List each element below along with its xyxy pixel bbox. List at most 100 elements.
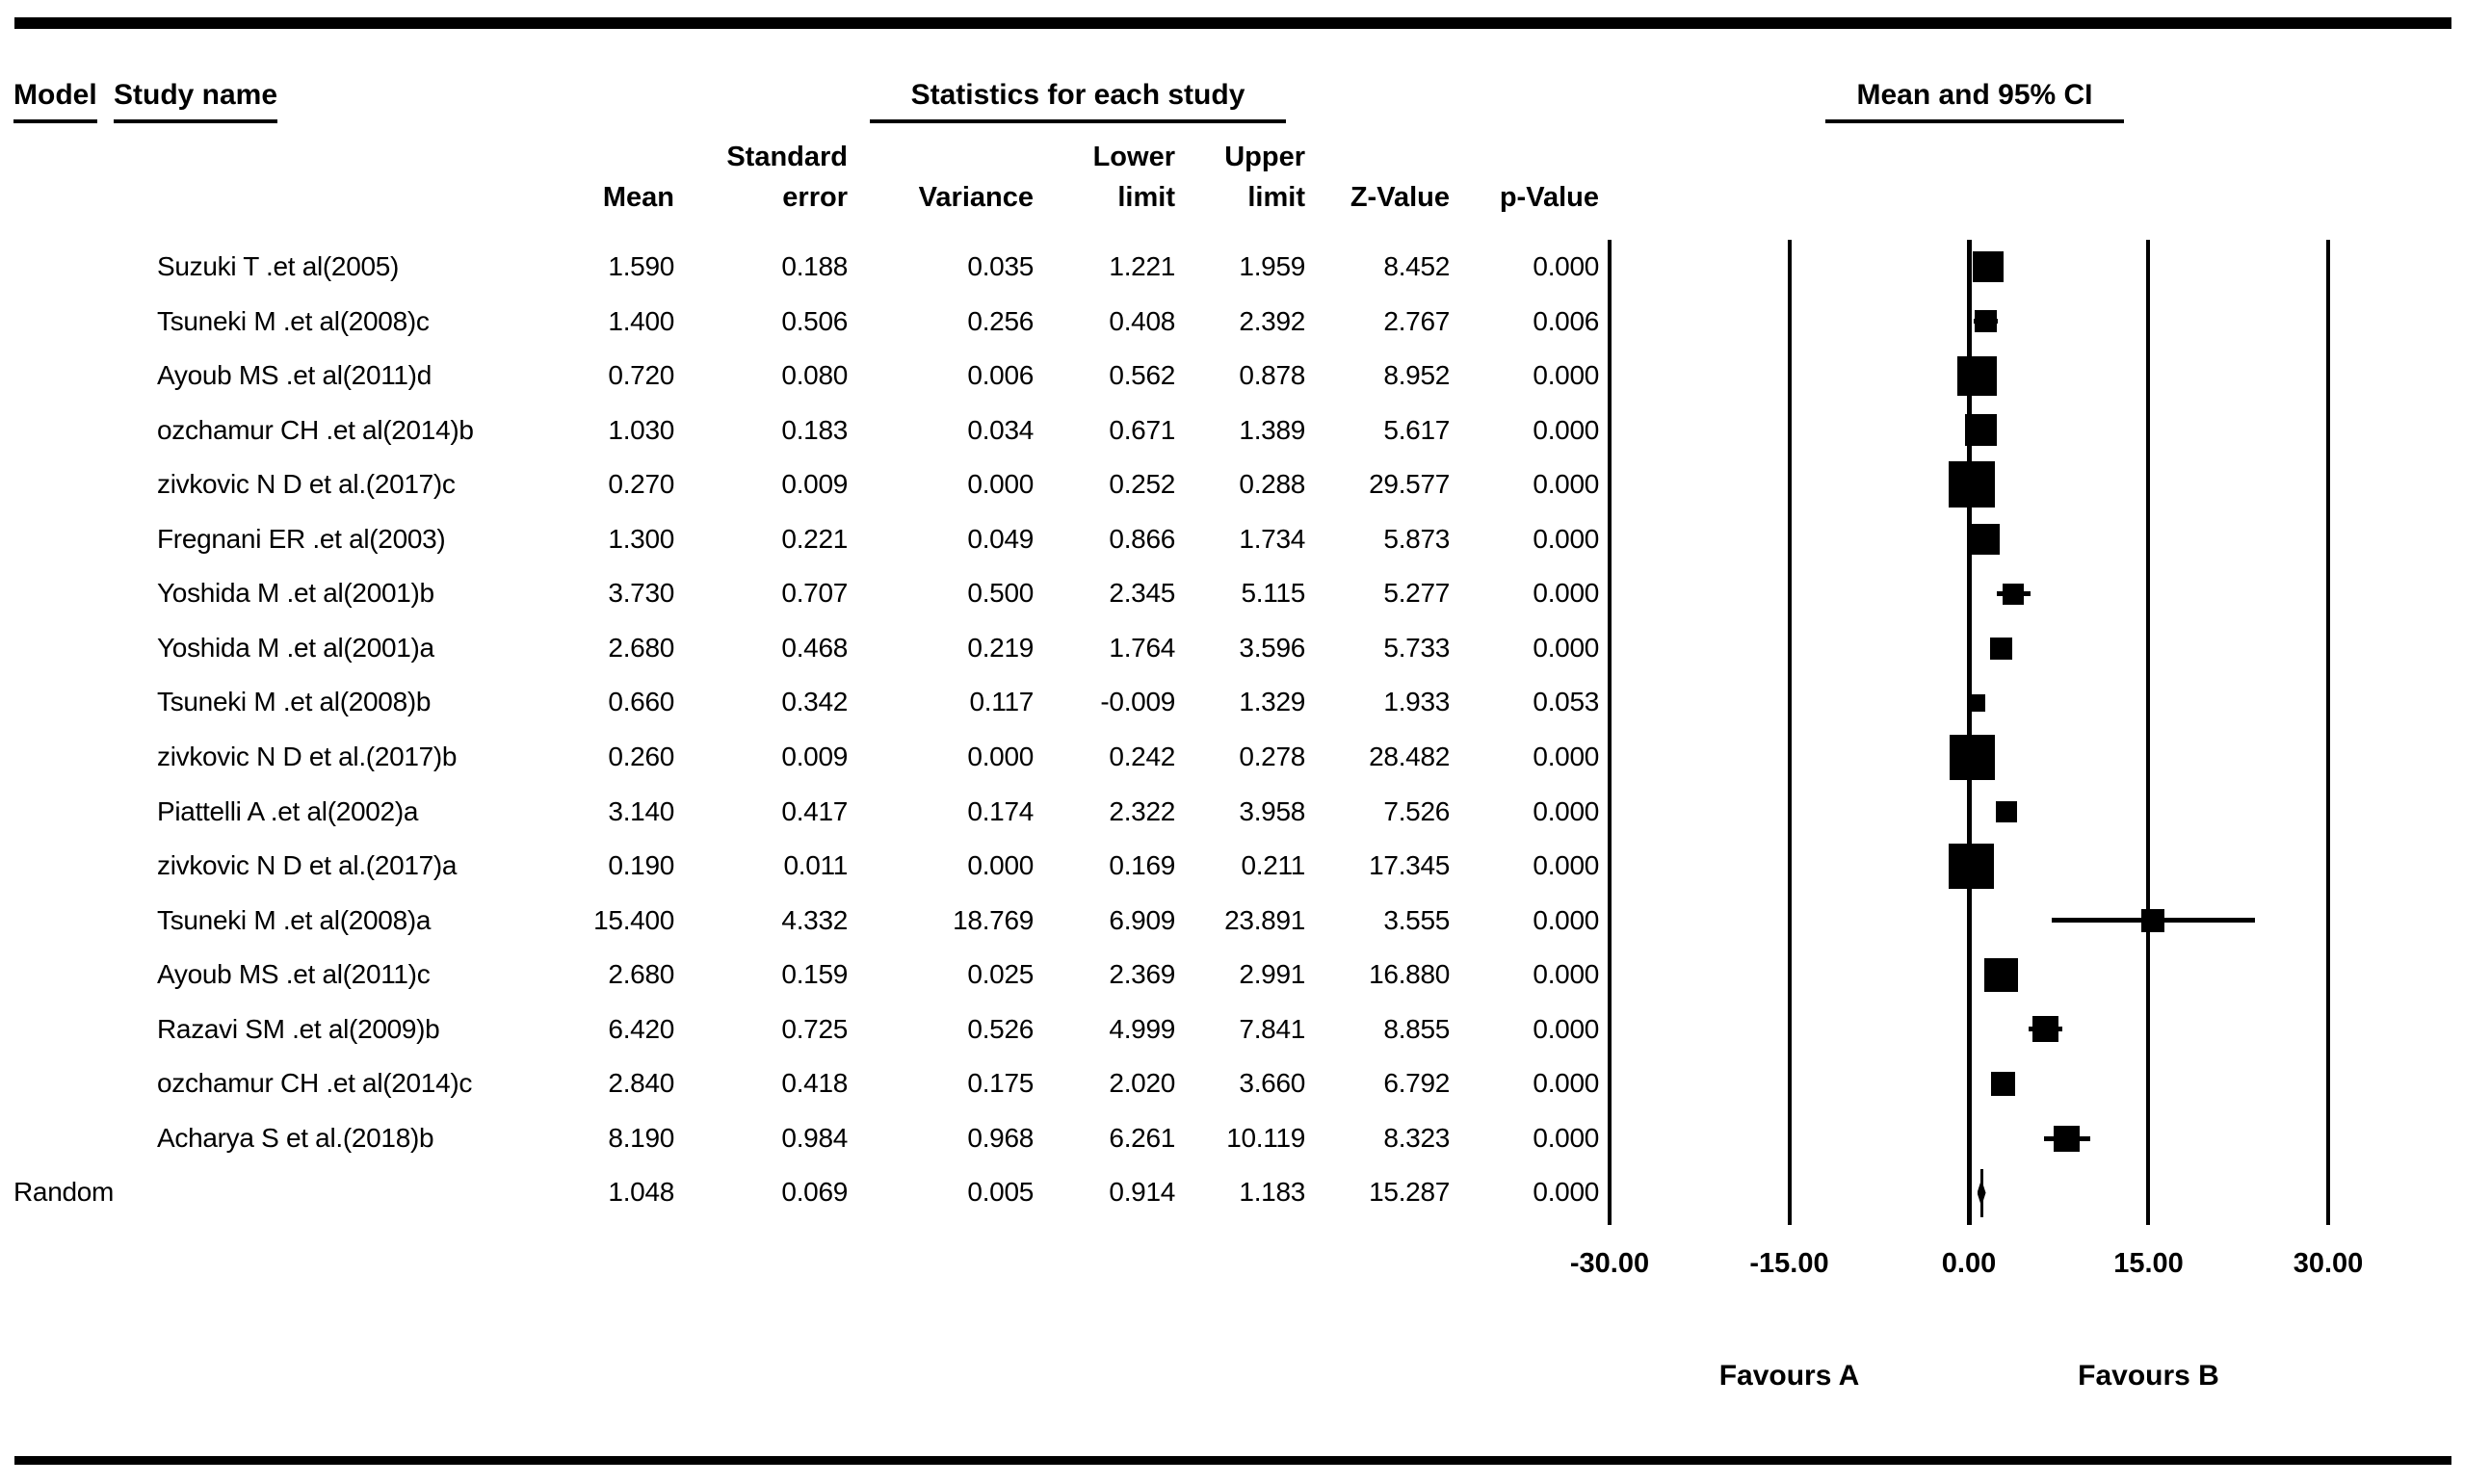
p-value-cell: 0.000 (1533, 795, 1599, 826)
variance-cell: 0.175 (967, 1068, 1034, 1099)
variance-cell: 0.526 (967, 1013, 1034, 1044)
mean-cell: 3.140 (608, 795, 674, 826)
upper-limit-cell: 1.329 (1239, 687, 1305, 717)
variance-cell: 0.034 (967, 414, 1034, 445)
table-row: Razavi SM .et al(2009)b 6.420 0.725 0.526 4.… (0, 1002, 1638, 1057)
z-value-cell: 17.345 (1369, 850, 1450, 881)
z-value-cell: 28.482 (1369, 741, 1450, 771)
lower-limit-cell: 2.369 (1109, 959, 1175, 990)
axis-tick-label: -30.00 (1569, 1248, 1650, 1279)
mean-cell: 0.260 (608, 741, 674, 771)
upper-limit-cell: 3.660 (1239, 1068, 1305, 1099)
mean-square-marker (1996, 800, 2018, 822)
mean-square-marker (1989, 637, 2012, 660)
standard-error-cell: 0.342 (781, 687, 848, 717)
z-value-cell: 15.287 (1369, 1177, 1450, 1208)
pooled-diamond-marker (1977, 1179, 1986, 1207)
p-value-cell: 0.006 (1533, 305, 1599, 336)
axis-tick-label: 0.00 (1941, 1248, 1997, 1279)
lower-limit-cell: 0.252 (1109, 469, 1175, 500)
upper-limit-cell: 23.891 (1224, 904, 1305, 935)
favours-a-label: Favours A (1718, 1360, 1860, 1392)
z-value-cell: 1.933 (1383, 687, 1450, 717)
p-value-cell: 0.000 (1533, 523, 1599, 554)
axis-tick-label: 15.00 (2113, 1248, 2184, 1279)
variance-cell: 0.005 (967, 1177, 1034, 1208)
standard-error-cell: 0.009 (781, 741, 848, 771)
lower-limit-cell: 0.914 (1109, 1177, 1175, 1208)
p-value-column-header: p-Value (1499, 182, 1599, 213)
mean-column-header: Mean (602, 182, 674, 213)
z-value-cell: 8.452 (1383, 251, 1450, 281)
table-row: Tsuneki M .et al(2008)c 1.400 0.506 0.256 0.… (0, 295, 1638, 350)
p-value-cell: 0.000 (1533, 959, 1599, 990)
mean-square-marker (2003, 583, 2025, 605)
upper-limit-cell: 10.119 (1226, 1122, 1305, 1153)
study-name-cell: Tsuneki M .et al(2008)b (157, 687, 432, 717)
variance-cell: 0.035 (967, 251, 1034, 281)
lower-limit-cell: 4.999 (1109, 1013, 1175, 1044)
study-name-cell: Suzuki T .et al(2005) (157, 251, 400, 281)
z-value-cell: 16.880 (1369, 959, 1450, 990)
standard-error-cell: 0.468 (781, 632, 848, 663)
z-value-cell: 29.577 (1369, 469, 1450, 500)
upper-limit-cell: 1.734 (1239, 523, 1305, 554)
variance-cell: 0.117 (969, 687, 1035, 717)
standard-error-cell: 0.183 (781, 414, 848, 445)
p-value-cell: 0.000 (1533, 414, 1599, 445)
axis-tick-label: 30.00 (2293, 1248, 2364, 1279)
study-name-cell: Tsuneki M .et al(2008)c (157, 305, 430, 336)
standard-error-cell: 0.417 (781, 795, 848, 826)
gridline (2146, 240, 2151, 1225)
lower-limit-cell: 2.322 (1109, 795, 1175, 826)
study-name-cell: zivkovic N D et al.(2017)a (157, 850, 458, 881)
lower-limit-cell: 0.562 (1109, 360, 1175, 391)
gridline (1608, 240, 1612, 1225)
lower-limit-cell: 0.242 (1109, 741, 1175, 771)
model-cell: Random (13, 1177, 115, 1208)
top-border-bar (14, 17, 2451, 29)
mean-square-marker (1965, 414, 1998, 447)
lower-limit-cell: -0.009 (1100, 687, 1175, 717)
lower-limit-cell: 0.408 (1109, 305, 1175, 336)
z-value-cell: 3.555 (1383, 904, 1450, 935)
table-row: Suzuki T .et al(2005) 1.590 0.188 0.035 1.22… (0, 240, 1638, 295)
study-name-cell: zivkovic N D et al.(2017)b (157, 741, 458, 771)
upper-limit-cell: 3.958 (1239, 795, 1305, 826)
table-row: zivkovic N D et al.(2017)a 0.190 0.011 0.00… (0, 839, 1638, 894)
study-name-cell: ozchamur CH .et al(2014)b (157, 414, 474, 445)
table-row: zivkovic N D et al.(2017)c 0.270 0.009 0.00… (0, 457, 1638, 512)
upper-limit-cell: 0.211 (1241, 850, 1306, 881)
p-value-cell: 0.000 (1533, 1013, 1599, 1044)
standard-error-cell: 0.080 (781, 360, 848, 391)
upper-limit-cell: 0.278 (1239, 741, 1305, 771)
mean-square-marker (1974, 310, 1997, 333)
zero-axis-line (1966, 240, 1972, 1225)
mean-cell: 3.730 (608, 578, 674, 609)
gridline (2325, 240, 2330, 1225)
ci-section-header: Mean and 95% CI (1825, 79, 2124, 123)
mean-cell: 6.420 (608, 1013, 674, 1044)
variance-cell: 0.256 (967, 305, 1034, 336)
standard-error-cell: 0.725 (781, 1013, 848, 1044)
mean-cell: 2.680 (608, 959, 674, 990)
mean-square-marker (2032, 1016, 2059, 1043)
p-value-cell: 0.000 (1533, 1177, 1599, 1208)
variance-cell: 0.174 (967, 795, 1034, 826)
z-value-cell: 5.873 (1383, 523, 1450, 554)
study-name-cell: Tsuneki M .et al(2008)a (157, 904, 432, 935)
variance-cell: 0.025 (967, 959, 1034, 990)
table-row: Yoshida M .et al(2001)a 2.680 0.468 0.219 1.… (0, 621, 1638, 676)
variance-cell: 0.219 (967, 632, 1034, 663)
upper-limit-cell: 1.389 (1239, 414, 1305, 445)
mean-square-marker (1983, 957, 2018, 992)
z-value-cell: 8.855 (1383, 1013, 1450, 1044)
z-value-cell: 5.733 (1383, 632, 1450, 663)
table-row: Piattelli A .et al(2002)a 3.140 0.417 0.174… (0, 785, 1638, 840)
study-name-cell: Yoshida M .et al(2001)b (157, 578, 434, 609)
mean-cell: 0.660 (608, 687, 674, 717)
bottom-border-bar (14, 1456, 2451, 1465)
p-value-cell: 0.000 (1533, 360, 1599, 391)
table-row: Ayoub MS .et al(2011)d 0.720 0.080 0.006 0.5… (0, 349, 1638, 404)
model-column-header: Model (13, 79, 97, 123)
